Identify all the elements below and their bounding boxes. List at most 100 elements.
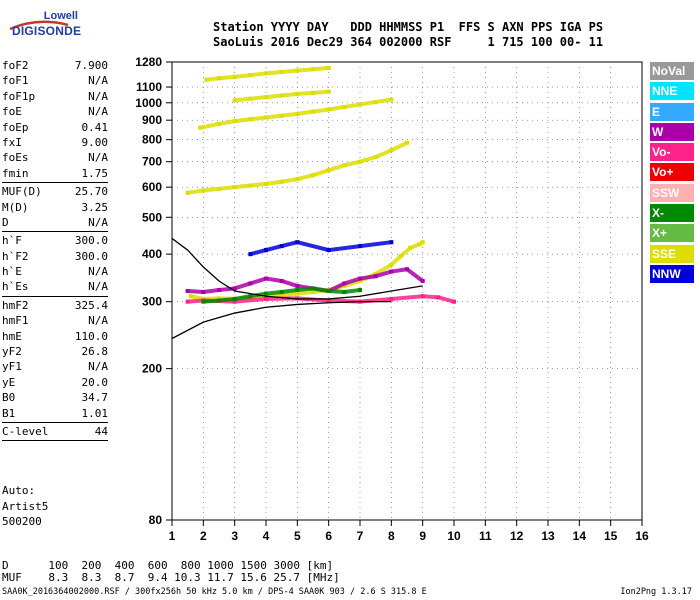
scaled-parameters-panel: foF2 7.900 foF1 N/A foF1p N/A foE N/A foEp 0.41 fx… xyxy=(2,58,108,442)
echo-point xyxy=(201,188,206,193)
param-name: hmF1 xyxy=(2,314,29,328)
profile-curve xyxy=(172,237,423,300)
param-name: foE xyxy=(2,105,22,119)
echo-point xyxy=(405,140,409,145)
echo-point xyxy=(408,246,413,251)
echo-point xyxy=(201,290,206,295)
echo-point xyxy=(342,163,347,168)
echo-point xyxy=(248,294,253,299)
param-value: N/A xyxy=(88,280,108,294)
echo-trace xyxy=(185,267,425,295)
param-value: 3.25 xyxy=(81,200,109,214)
echo-point xyxy=(358,159,362,164)
echo-point xyxy=(405,267,409,272)
software-version: Ion2Png 1.3.17 xyxy=(620,587,692,597)
echo-point xyxy=(217,76,221,81)
param-name: foF1 xyxy=(2,74,29,88)
param-name: C-level xyxy=(2,424,49,438)
param-row: B0 34.7 xyxy=(2,390,108,405)
logo-line1: Lowell xyxy=(43,10,78,22)
echo-point xyxy=(389,296,394,301)
param-row: foEp 0.41 xyxy=(2,120,108,135)
echo-point xyxy=(295,111,300,116)
echo-series xyxy=(248,240,394,257)
param-value: 110.0 xyxy=(74,329,108,343)
header-values: SaoLuis 2016 Dec29 364 002000 RSF 1 715 … xyxy=(213,35,604,49)
param-row: h`F2 300.0 xyxy=(2,249,108,264)
echo-point xyxy=(295,91,300,96)
echo-point xyxy=(311,286,315,291)
param-name: hmF2 xyxy=(2,298,29,312)
echo-point xyxy=(185,289,190,293)
param-value: 44 xyxy=(94,424,108,438)
param-value: 300.0 xyxy=(74,234,108,248)
echo-point xyxy=(326,65,331,70)
file-info: SAA0K_2016364002000.RSF / 300fx256h 50 k… xyxy=(2,587,427,597)
y-tick-label: 800 xyxy=(142,133,162,147)
echo-point xyxy=(248,117,253,122)
profile-curve xyxy=(172,301,392,340)
echo-point xyxy=(248,183,253,188)
echo-point xyxy=(326,298,331,303)
echo-point xyxy=(217,287,221,292)
echo-point xyxy=(311,173,315,178)
param-value: 7.900 xyxy=(74,59,108,72)
auto-code: 500200 xyxy=(2,515,42,528)
echo-point xyxy=(326,289,331,293)
echo-point xyxy=(358,287,362,292)
echo-point xyxy=(358,278,362,283)
param-value: N/A xyxy=(88,151,108,165)
echo-point xyxy=(373,271,378,276)
param-row: foF1p N/A xyxy=(2,89,108,104)
param-name: yF2 xyxy=(2,345,22,359)
param-row: foF1 N/A xyxy=(2,73,108,88)
echo-point xyxy=(232,185,237,190)
echo-point xyxy=(232,296,237,301)
legend-item: NNE xyxy=(650,82,694,101)
echo-point xyxy=(373,274,378,279)
legend-item: SSW xyxy=(650,183,694,202)
echo-point xyxy=(217,186,221,191)
echo-point xyxy=(201,299,206,304)
param-row: C-level 44 xyxy=(2,424,108,439)
echo-point xyxy=(264,71,268,76)
echo-traces xyxy=(185,65,456,304)
echo-point xyxy=(264,115,268,120)
echo-point xyxy=(204,77,209,82)
echo-point xyxy=(217,298,221,303)
echo-series xyxy=(198,97,394,130)
x-tick-label: 4 xyxy=(263,529,270,543)
y-tick-label: 500 xyxy=(142,210,162,224)
echo-point xyxy=(342,290,347,295)
param-row: MUF(D) 25.70 xyxy=(2,184,108,199)
echo-point xyxy=(452,299,456,304)
echo-point xyxy=(188,294,193,299)
param-row: h`F 300.0 xyxy=(2,233,108,248)
echo-point xyxy=(279,290,284,295)
param-value: N/A xyxy=(88,105,108,119)
param-name: B1 xyxy=(2,406,16,420)
legend-item: X+ xyxy=(650,224,694,243)
param-row: yE 20.0 xyxy=(2,375,108,390)
x-tick-label: 8 xyxy=(388,529,395,543)
logo-line2: DIGISONDE xyxy=(12,24,82,38)
echo-point xyxy=(358,276,362,281)
echo-point xyxy=(248,281,253,286)
param-name: foEp xyxy=(2,120,29,134)
echo-point xyxy=(185,299,190,304)
param-row: yF1 N/A xyxy=(2,359,108,374)
param-name: MUF(D) xyxy=(2,185,42,199)
param-name: yF1 xyxy=(2,360,22,374)
param-divider xyxy=(2,295,108,297)
echo-point xyxy=(248,96,253,101)
echo-point xyxy=(295,283,300,288)
echo-point xyxy=(311,90,315,95)
echo-point xyxy=(389,148,394,153)
x-tick-label: 11 xyxy=(479,529,492,543)
echo-point xyxy=(295,240,300,245)
echo-point xyxy=(389,262,394,267)
param-value: N/A xyxy=(88,314,108,328)
x-tick-label: 16 xyxy=(635,529,649,543)
legend-item: W xyxy=(650,122,694,141)
legend-item: SSE xyxy=(650,244,694,263)
